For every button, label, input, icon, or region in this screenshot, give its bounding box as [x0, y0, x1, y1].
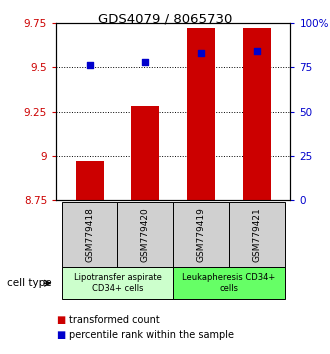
Text: percentile rank within the sample: percentile rank within the sample: [69, 330, 234, 339]
Bar: [173, 267, 285, 299]
Bar: [62, 202, 117, 267]
Text: GDS4079 / 8065730: GDS4079 / 8065730: [98, 12, 232, 25]
Text: Leukapheresis CD34+
cells: Leukapheresis CD34+ cells: [182, 274, 276, 293]
Point: [143, 59, 148, 65]
Text: GSM779419: GSM779419: [197, 207, 206, 262]
Bar: [62, 267, 173, 299]
Point: [87, 63, 92, 68]
Bar: [229, 202, 285, 267]
Text: cell type: cell type: [7, 278, 51, 288]
Bar: [131, 106, 159, 200]
Text: GSM779418: GSM779418: [85, 207, 94, 262]
Text: Lipotransfer aspirate
CD34+ cells: Lipotransfer aspirate CD34+ cells: [74, 274, 161, 293]
Text: GSM779421: GSM779421: [252, 207, 261, 262]
Bar: [76, 161, 104, 200]
Text: transformed count: transformed count: [69, 315, 160, 325]
Point: [199, 50, 204, 56]
Text: GSM779420: GSM779420: [141, 207, 150, 262]
Bar: [187, 28, 215, 200]
Text: ■: ■: [56, 315, 65, 325]
Text: ■: ■: [56, 330, 65, 339]
Bar: [173, 202, 229, 267]
Bar: [243, 28, 271, 200]
Bar: [117, 202, 173, 267]
Point: [254, 48, 260, 54]
